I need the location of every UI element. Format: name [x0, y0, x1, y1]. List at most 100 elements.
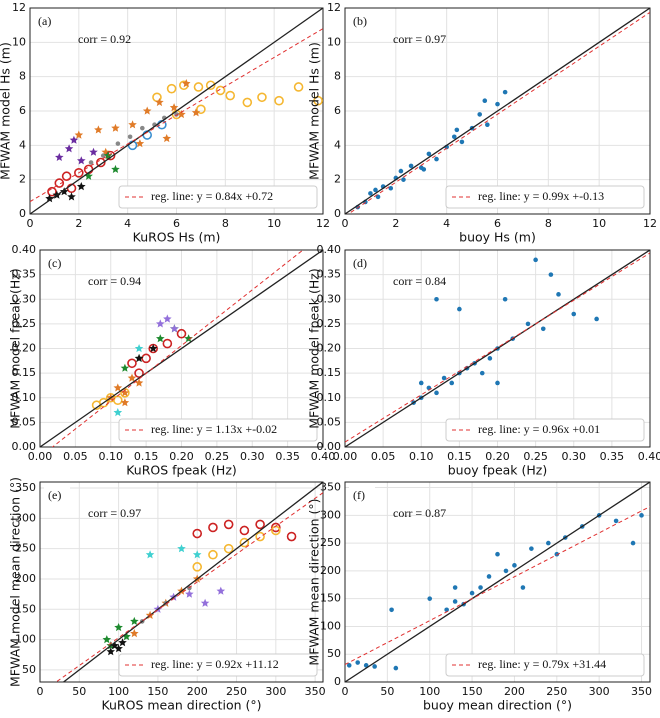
- point: [111, 124, 120, 132]
- x-tick-label: 300: [265, 685, 286, 698]
- plot-area: [345, 482, 650, 682]
- y-tick-label: 50: [327, 647, 341, 660]
- point: [614, 519, 619, 524]
- point: [103, 635, 112, 643]
- y-tick-label: 8: [334, 70, 341, 83]
- x-tick-label: 10: [267, 217, 281, 230]
- point: [128, 120, 137, 128]
- point: [146, 550, 155, 558]
- x-tick-label: 0.15: [447, 450, 472, 463]
- point: [243, 98, 251, 106]
- x-tick-label: 6: [173, 217, 180, 230]
- x-tick-label: 100: [419, 685, 440, 698]
- x-tick-label: 0: [342, 217, 349, 230]
- y-tick-label: 8: [19, 70, 26, 83]
- x-tick-label: 0.15: [134, 450, 159, 463]
- point: [168, 85, 176, 93]
- x-tick-label: 0.35: [275, 450, 300, 463]
- annotation: corr = 0.94: [88, 274, 141, 288]
- y-tick-label: 300: [320, 508, 341, 521]
- point: [163, 134, 172, 142]
- point: [488, 356, 493, 361]
- x-tick-label: 0: [37, 685, 44, 698]
- y-tick-label: 350: [320, 481, 341, 494]
- y-tick-label: 0: [334, 675, 341, 688]
- point: [240, 526, 248, 534]
- annotation: corr = 0.97: [393, 32, 446, 46]
- point: [421, 167, 426, 172]
- point: [480, 371, 485, 376]
- point: [399, 169, 404, 174]
- point: [495, 552, 500, 557]
- y-tick-label: 12: [327, 1, 341, 14]
- y-axis-label: MFWAM model Hs (m): [0, 42, 13, 180]
- point: [63, 172, 71, 180]
- x-tick-label: 200: [504, 685, 525, 698]
- x-axis-label: buoy mean direction (°): [423, 698, 572, 713]
- point: [455, 128, 460, 133]
- point: [182, 79, 191, 87]
- x-tick-label: 250: [546, 685, 567, 698]
- point: [185, 590, 194, 598]
- y-tick-label: 0: [334, 207, 341, 220]
- point: [594, 317, 599, 322]
- legend-label: reg. line: y = 0.92x +11.12: [151, 657, 279, 671]
- y-tick-label: 200: [320, 564, 341, 577]
- point: [55, 153, 64, 161]
- x-tick-label: 0.30: [240, 450, 265, 463]
- x-tick-label: 200: [187, 685, 208, 698]
- point: [256, 520, 264, 528]
- y-tick-label: 0.00: [12, 440, 37, 453]
- point: [209, 523, 217, 531]
- x-tick-label: 0.40: [638, 450, 660, 463]
- point: [163, 314, 172, 322]
- point: [477, 112, 482, 117]
- point: [453, 585, 458, 590]
- point: [143, 107, 152, 115]
- y-tick-label: 2: [19, 173, 26, 186]
- point: [288, 533, 296, 541]
- legend-label: reg. line: y = 0.96x +0.01: [478, 422, 600, 436]
- point: [526, 322, 531, 327]
- y-tick-label: 10: [327, 35, 341, 48]
- point: [94, 125, 103, 133]
- x-axis-label: KuROS fpeak (Hz): [126, 463, 237, 478]
- point: [388, 186, 393, 191]
- y-tick-label: 250: [320, 536, 341, 549]
- point: [457, 307, 462, 312]
- point: [571, 312, 576, 317]
- x-tick-label: 0: [27, 217, 34, 230]
- x-tick-label: 150: [462, 685, 483, 698]
- x-tick-label: 8: [222, 217, 229, 230]
- panel-label: (d): [353, 256, 367, 270]
- point: [478, 585, 483, 590]
- y-axis-label: MFWAM model fpeak (Hz): [307, 268, 322, 428]
- point: [275, 97, 283, 105]
- point: [128, 134, 133, 139]
- point: [470, 591, 475, 596]
- point: [295, 83, 303, 91]
- y-tick-label: 100: [320, 619, 341, 632]
- point: [192, 108, 201, 116]
- legend-label: reg. line: y = 0.79x +31.44: [478, 657, 606, 671]
- point: [631, 541, 636, 546]
- x-tick-label: 50: [72, 685, 86, 698]
- y-tick-label: 12: [12, 1, 26, 14]
- point: [114, 408, 123, 416]
- point: [556, 292, 561, 297]
- x-tick-label: 0: [342, 685, 349, 698]
- point: [485, 122, 490, 127]
- point: [434, 297, 439, 302]
- x-axis-label: KuROS mean direction (°): [101, 698, 261, 713]
- y-tick-label: 0: [19, 207, 26, 220]
- point: [225, 520, 233, 528]
- identity-line: [345, 482, 650, 682]
- point: [156, 319, 165, 327]
- point: [194, 83, 202, 91]
- point: [434, 157, 439, 162]
- point: [546, 541, 551, 546]
